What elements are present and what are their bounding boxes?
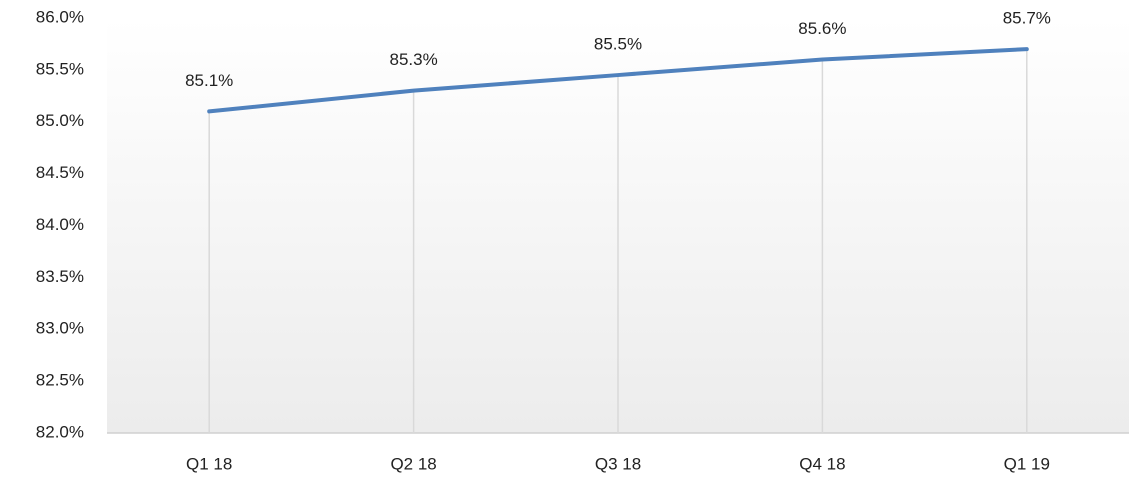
- data-label: 85.6%: [798, 19, 846, 38]
- y-tick-label: 85.0%: [36, 111, 84, 130]
- y-tick-label: 83.5%: [36, 267, 84, 286]
- data-line: [207, 47, 1029, 114]
- data-label: 85.3%: [389, 50, 437, 69]
- data-label: 85.1%: [185, 71, 233, 90]
- y-tick-label: 82.0%: [36, 422, 84, 441]
- y-tick-label: 84.0%: [36, 215, 84, 234]
- y-tick-label: 84.5%: [36, 163, 84, 182]
- x-tick-label: Q3 18: [595, 454, 641, 473]
- y-tick-label: 85.5%: [36, 59, 84, 78]
- y-tick-label: 83.0%: [36, 319, 84, 338]
- data-label: 85.5%: [594, 35, 642, 54]
- x-tick-label: Q4 18: [799, 454, 845, 473]
- x-tick-label: Q1 18: [186, 454, 232, 473]
- y-tick-label: 86.0%: [36, 7, 84, 26]
- y-tick-label: 82.5%: [36, 371, 84, 390]
- data-label: 85.7%: [1003, 9, 1051, 28]
- x-tick-label: Q1 19: [1004, 454, 1050, 473]
- x-tick-label: Q2 18: [390, 454, 436, 473]
